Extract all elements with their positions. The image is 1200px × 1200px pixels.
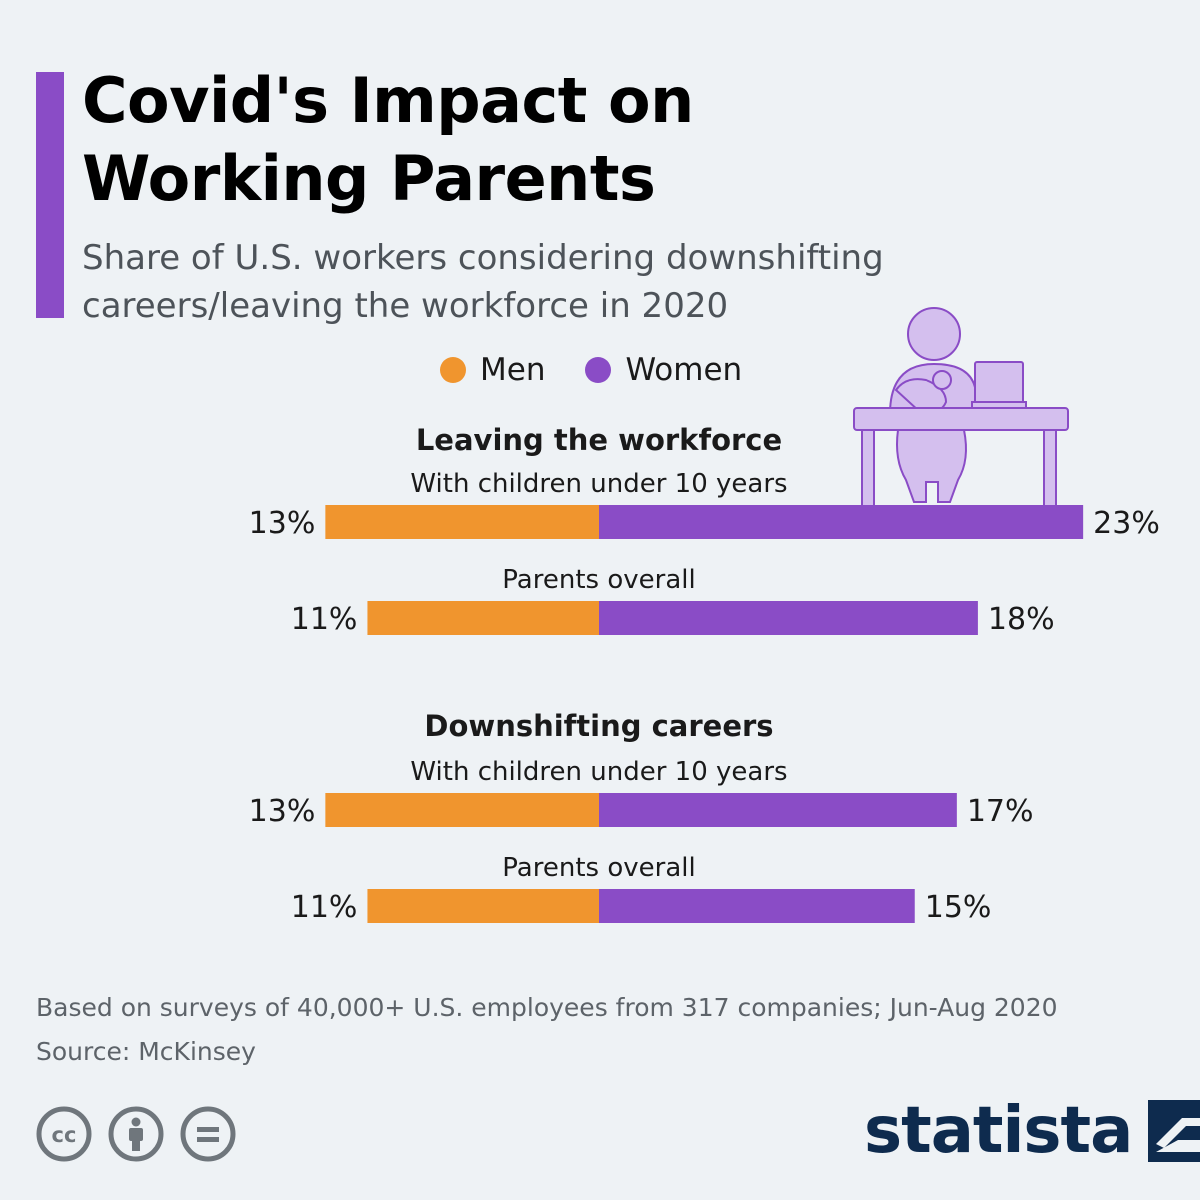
subtitle-line-1: Share of U.S. workers considering downsh… <box>82 238 884 278</box>
legend-label-men: Men <box>480 352 546 388</box>
license-icons: cc <box>36 1106 252 1162</box>
value-label-women: 17% <box>967 794 1034 829</box>
chart-subtitle: Share of U.S. workers considering downsh… <box>82 234 1082 330</box>
survey-note: Based on surveys of 40,000+ U.S. employe… <box>36 993 1058 1022</box>
group-title: Downshifting careers <box>424 709 773 743</box>
value-label-women: 23% <box>1093 506 1160 541</box>
legend-dot-women <box>585 357 612 383</box>
value-label-women: 18% <box>988 602 1055 637</box>
value-label-men: 11% <box>291 602 358 637</box>
statista-brand: statista <box>864 1096 1200 1166</box>
group-title: Leaving the workforce <box>416 423 782 457</box>
bar-women <box>599 793 957 827</box>
statista-wordmark: statista <box>864 1094 1133 1168</box>
value-label-men: 11% <box>291 890 358 925</box>
footnote: Based on surveys of 40,000+ U.S. employe… <box>36 986 1058 1074</box>
bar-men <box>325 793 599 827</box>
svg-text:cc: cc <box>52 1123 77 1147</box>
statista-logo-icon <box>1148 1100 1200 1162</box>
legend-dot-men <box>440 357 466 383</box>
bar-women <box>599 601 978 635</box>
legend-item-women: Women <box>585 352 742 388</box>
row-label: Parents overall <box>502 853 695 883</box>
row-label: With children under 10 years <box>410 757 787 787</box>
title-accent-bar <box>36 72 64 318</box>
bar-women <box>599 889 915 923</box>
bar-men <box>325 505 599 539</box>
no-derivatives-icon[interactable] <box>180 1106 236 1162</box>
value-label-women: 15% <box>925 890 992 925</box>
bar-women <box>599 505 1084 539</box>
bar-men <box>367 889 599 923</box>
value-label-men: 13% <box>249 506 316 541</box>
bar-chart: Leaving the workforce With children under… <box>249 307 1160 925</box>
value-label-men: 13% <box>249 794 316 829</box>
chart-title: Covid's Impact on Working Parents <box>82 64 694 215</box>
row-label: With children under 10 years <box>410 469 787 499</box>
source-note: Source: McKinsey <box>36 1037 256 1066</box>
row-label: Parents overall <box>502 565 695 595</box>
creative-commons-icon[interactable]: cc <box>36 1106 92 1162</box>
bar-men <box>367 601 599 635</box>
subtitle-line-2: careers/leaving the workforce in 2020 <box>82 286 729 326</box>
legend-item-men: Men <box>440 352 545 388</box>
parent-working-with-baby-icon <box>853 307 1069 507</box>
attribution-icon[interactable] <box>108 1106 164 1162</box>
legend: Men Women <box>440 350 782 390</box>
legend-label-women: Women <box>625 352 743 388</box>
